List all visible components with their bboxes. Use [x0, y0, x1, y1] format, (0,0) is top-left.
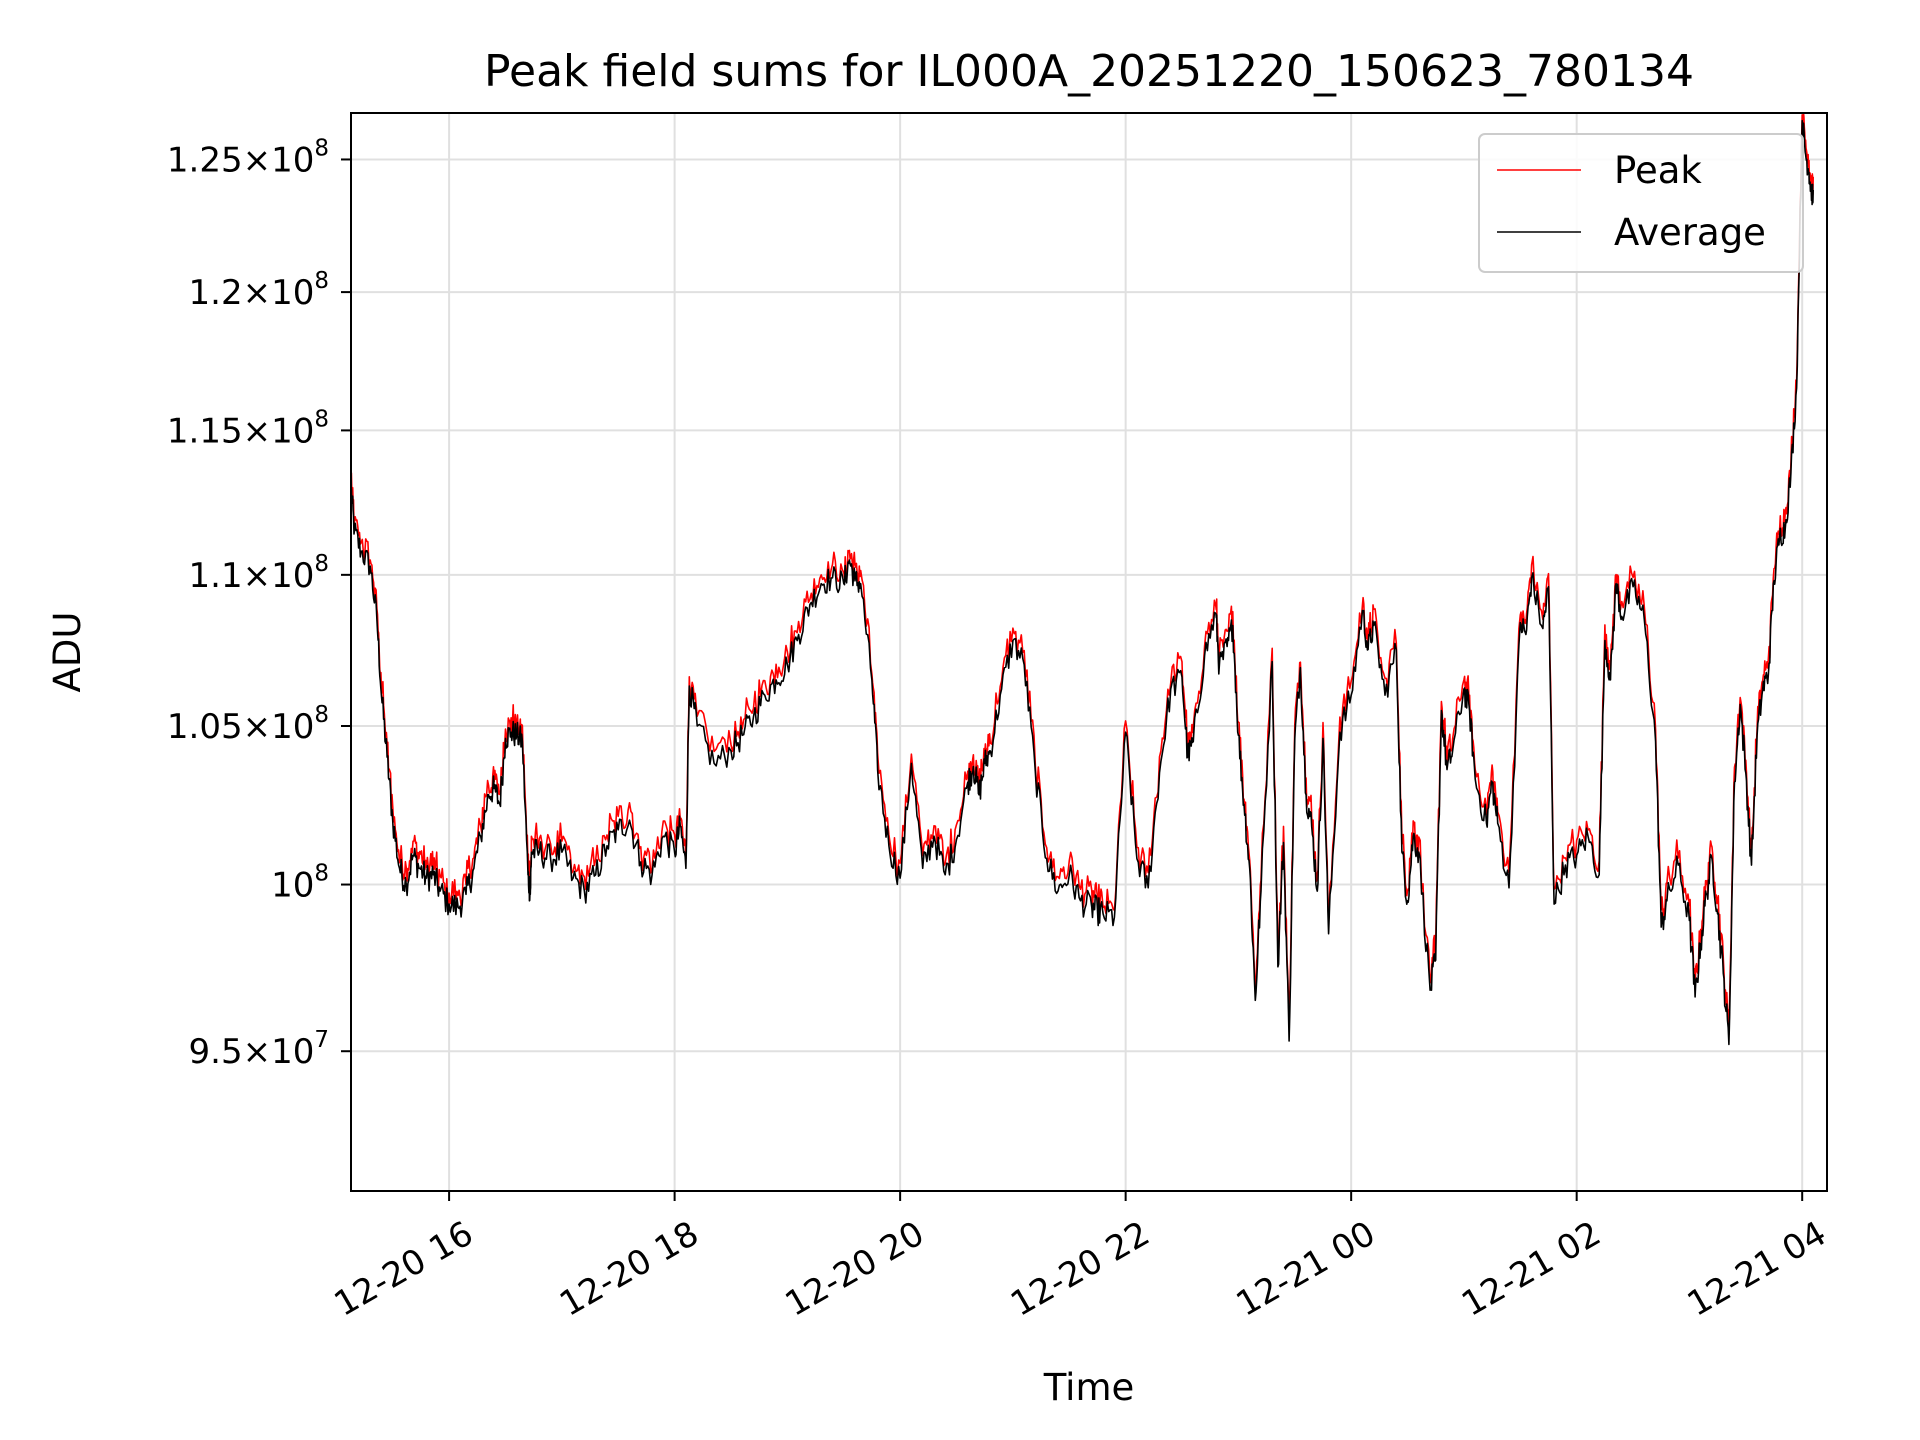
x-axis-label: Time: [1043, 1366, 1135, 1409]
y-tick-label: 1.25×108: [167, 135, 329, 180]
y-tick-label: 108: [271, 861, 329, 906]
grid-lines: [351, 113, 1827, 1191]
chart-title: Peak field sums for IL000A_20251220_1506…: [484, 46, 1694, 97]
legend: Peak Average: [1478, 133, 1804, 273]
y-tick-label: 1.1×108: [189, 551, 329, 596]
y-tick-label: 1.15×108: [167, 406, 329, 451]
y-tick-label: 1.05×108: [167, 702, 329, 747]
y-tick-label: 9.5×107: [189, 1027, 329, 1072]
y-axis-label: ADU: [46, 612, 89, 693]
legend-box: [1478, 133, 1804, 273]
series-line-average: [350, 119, 1814, 1046]
y-tick-label: 1.2×108: [189, 268, 329, 313]
legend-label-average: Average: [1614, 211, 1766, 254]
legend-label-peak: Peak: [1614, 149, 1702, 192]
series-lines: [350, 112, 1814, 1046]
plot-area-frame: [350, 112, 1828, 1192]
